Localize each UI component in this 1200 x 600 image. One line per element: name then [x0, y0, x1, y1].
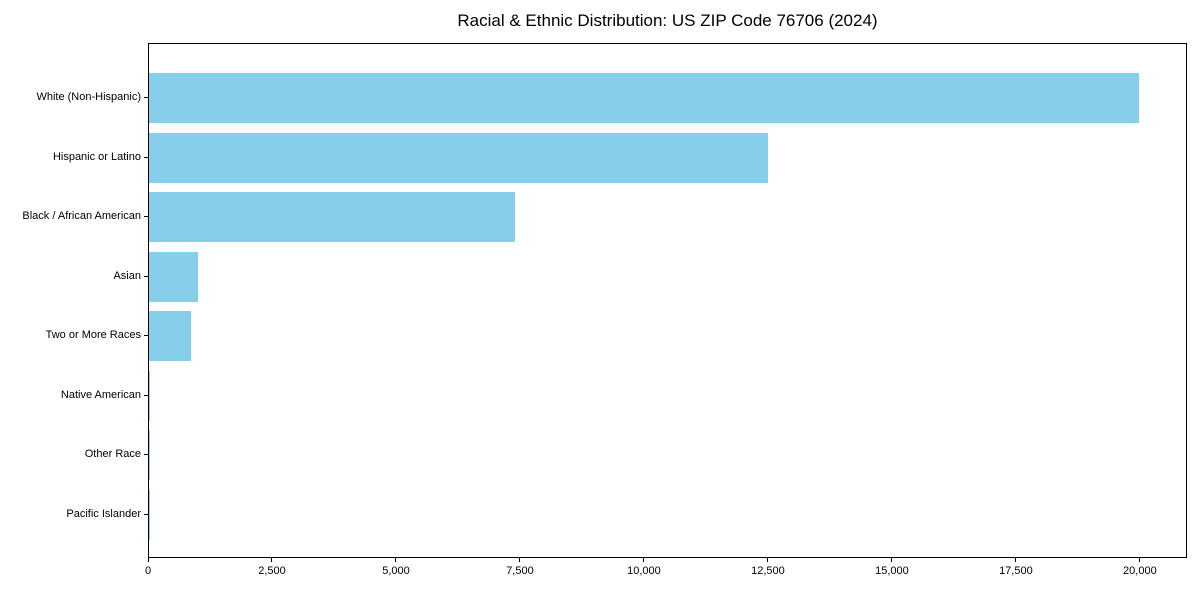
chart-title: Racial & Ethnic Distribution: US ZIP Cod… — [457, 11, 878, 30]
x-tick-label-7500: 7,500 — [506, 565, 534, 577]
x-tick-mark — [395, 558, 397, 562]
bar-hispanic-or-latino — [149, 132, 768, 183]
y-tick-mark — [144, 97, 148, 98]
y-tick-label-native-american: Native American — [60, 388, 141, 401]
y-tick-mark — [144, 454, 148, 456]
y-tick-mark — [144, 513, 148, 515]
bar-native-american — [149, 370, 151, 421]
y-tick-label-black-african-american: Black / African American — [22, 210, 141, 223]
y-tick-mark — [144, 275, 148, 277]
x-tick-label-12500: 12,500 — [751, 565, 785, 577]
bar-black-african-american — [149, 192, 515, 243]
y-tick-mark — [144, 156, 148, 158]
bar-other-race — [149, 430, 150, 481]
y-tick-mark — [144, 394, 148, 396]
x-tick-mark — [271, 558, 273, 562]
x-tick-mark — [891, 558, 893, 562]
x-tick-mark — [643, 558, 645, 562]
x-tick-label-17500: 17,500 — [999, 565, 1033, 577]
bar-white-non-hispanic — [149, 73, 1139, 123]
x-tick-label-5000: 5,000 — [382, 565, 410, 577]
x-tick-mark — [1139, 558, 1141, 562]
x-tick-label-20000: 20,000 — [1123, 565, 1157, 577]
bar-two-or-more-races — [149, 311, 191, 362]
x-tick-label-15000: 15,000 — [875, 565, 909, 577]
y-tick-mark — [144, 216, 148, 218]
y-tick-mark — [144, 335, 148, 337]
y-tick-label-pacific-islander: Pacific Islander — [66, 507, 141, 520]
bar-asian — [149, 251, 198, 302]
x-tick-label-10000: 10,000 — [627, 565, 661, 577]
x-tick-label-2500: 2,500 — [258, 565, 286, 577]
plot-area — [148, 43, 1187, 558]
y-tick-label-asian: Asian — [113, 269, 141, 282]
x-tick-mark — [147, 558, 149, 562]
y-tick-label-two-or-more-races: Two or More Races — [45, 329, 141, 342]
y-tick-label-hispanic-or-latino: Hispanic or Latino — [52, 150, 141, 163]
y-tick-label-other-race: Other Race — [84, 448, 141, 461]
x-tick-mark — [1015, 558, 1017, 562]
x-tick-mark — [519, 558, 521, 562]
x-tick-label-0: 0 — [144, 565, 152, 577]
y-tick-label-white-non-hispanic: White (Non-Hispanic) — [36, 91, 141, 103]
x-tick-mark — [767, 558, 769, 562]
